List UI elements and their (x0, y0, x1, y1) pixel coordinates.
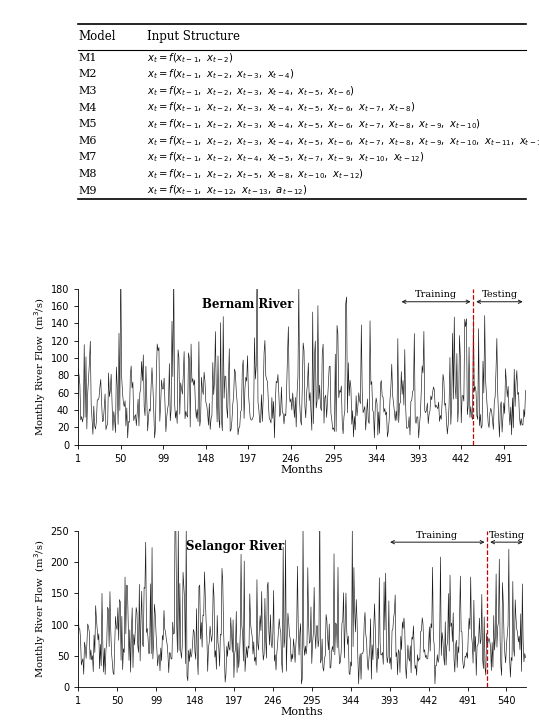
Y-axis label: Monthly River Flow  (m$^3$/s): Monthly River Flow (m$^3$/s) (32, 297, 48, 436)
X-axis label: Months: Months (280, 465, 323, 475)
Y-axis label: Monthly River Flow  (m$^3$/s): Monthly River Flow (m$^3$/s) (32, 539, 48, 678)
Text: Input Structure: Input Structure (148, 30, 240, 43)
Text: Testing: Testing (481, 290, 517, 299)
Text: $x_t = f(x_{t-1},\ x_{t-2},\ x_{t-3},\ x_{t-4},\ x_{t-5},\ x_{t-6},\ x_{t-7},\ x: $x_t = f(x_{t-1},\ x_{t-2},\ x_{t-3},\ x… (148, 134, 539, 148)
Text: Training: Training (415, 290, 457, 299)
Text: M5: M5 (78, 119, 96, 129)
Text: M2: M2 (78, 70, 96, 79)
Text: $x_t = f(x_{t-1},\ x_{t-2},\ x_{t-3},\ x_{t-4},\ x_{t-5},\ x_{t-6})$: $x_t = f(x_{t-1},\ x_{t-2},\ x_{t-3},\ x… (148, 84, 355, 98)
Text: Selangor River: Selangor River (185, 540, 284, 553)
X-axis label: Months: Months (280, 707, 323, 718)
Text: $x_t = f(x_{t-1},\ x_{t-2},\ x_{t-5},\ x_{t-8},\ x_{t-10},\ x_{t-12})$: $x_t = f(x_{t-1},\ x_{t-2},\ x_{t-5},\ x… (148, 167, 364, 181)
Text: Training: Training (416, 531, 458, 539)
Text: $x_t = f(x_{t-1},\ x_{t-2},\ x_{t-4},\ x_{t-5},\ x_{t-7},\ x_{t-9},\ x_{t-10},\ : $x_t = f(x_{t-1},\ x_{t-2},\ x_{t-4},\ x… (148, 150, 425, 164)
Text: Testing: Testing (488, 531, 524, 539)
Text: $x_t = f(x_{t-1},\ x_{t-2},\ x_{t-3},\ x_{t-4},\ x_{t-5},\ x_{t-6},\ x_{t-7},\ x: $x_t = f(x_{t-1},\ x_{t-2},\ x_{t-3},\ x… (148, 101, 416, 114)
Text: $x_t = f(x_{t-1},\ x_{t-2},\ x_{t-3},\ x_{t-4})$: $x_t = f(x_{t-1},\ x_{t-2},\ x_{t-3},\ x… (148, 68, 295, 81)
Text: M6: M6 (78, 136, 96, 146)
Text: M1: M1 (78, 53, 96, 63)
Text: M4: M4 (78, 103, 96, 113)
Text: Model: Model (78, 30, 116, 43)
Text: M3: M3 (78, 86, 96, 96)
Text: M9: M9 (78, 185, 96, 196)
Text: $x_t = f(x_{t-1},\ x_{t-12},\ x_{t-13},\ a_{t-12})$: $x_t = f(x_{t-1},\ x_{t-12},\ x_{t-13},\… (148, 184, 308, 198)
Text: $x_t = f(x_{t-1},\ x_{t-2})$: $x_t = f(x_{t-1},\ x_{t-2})$ (148, 51, 234, 65)
Text: $x_t = f(x_{t-1},\ x_{t-2},\ x_{t-3},\ x_{t-4},\ x_{t-5},\ x_{t-6},\ x_{t-7},\ x: $x_t = f(x_{t-1},\ x_{t-2},\ x_{t-3},\ x… (148, 118, 481, 131)
Text: Bernam River: Bernam River (203, 298, 294, 311)
Text: M8: M8 (78, 169, 96, 179)
Text: M7: M7 (78, 153, 96, 162)
